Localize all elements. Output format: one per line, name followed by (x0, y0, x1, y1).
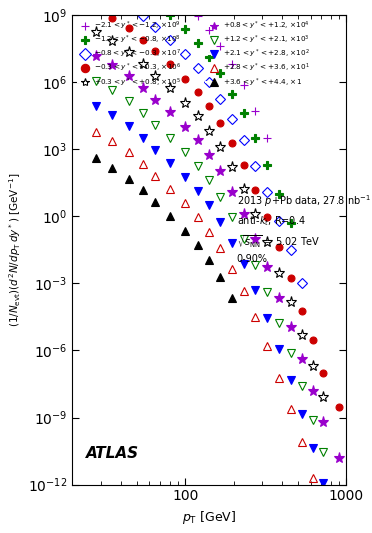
Text: 2013 $p$+Pb data, 27.8 nb$^{-1}$
anti-$k_t$, R=0.4
$\sqrt{s_{\mathrm{NN}}}$ = 5.: 2013 $p$+Pb data, 27.8 nb$^{-1}$ anti-$k… (237, 193, 371, 264)
X-axis label: $p_{\mathrm{T}}$ [GeV]: $p_{\mathrm{T}}$ [GeV] (182, 509, 237, 526)
Legend: $+0.8 < y^* < +1.2$, $\times 10^4$, $+1.2 < y^* < +2.1$, $\times 10^3$, $+2.1 < : $+0.8 < y^* < +1.2$, $\times 10^4$, $+1.… (205, 18, 311, 90)
Text: ATLAS: ATLAS (86, 446, 139, 461)
Y-axis label: $(1/N_{\mathrm{evt}})(d^2N/dp_{\mathrm{T}}\,dy^*)$ [GeV$^{-1}$]: $(1/N_{\mathrm{evt}})(d^2N/dp_{\mathrm{T… (7, 173, 23, 327)
